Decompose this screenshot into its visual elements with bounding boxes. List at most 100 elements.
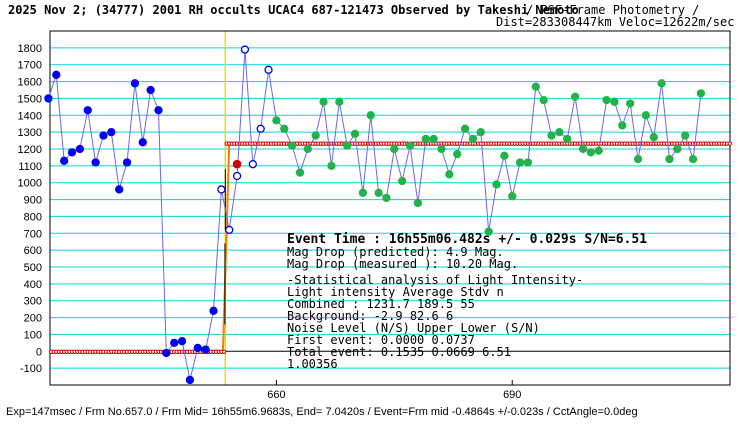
data-point bbox=[225, 225, 234, 235]
data-point bbox=[468, 134, 478, 144]
y-tick-label: 1700 bbox=[18, 60, 42, 72]
y-tick-label: 800 bbox=[24, 211, 42, 223]
data-point bbox=[563, 134, 572, 144]
data-point bbox=[578, 144, 588, 154]
data-point bbox=[523, 158, 533, 167]
data-point bbox=[586, 148, 596, 157]
data-point bbox=[445, 170, 454, 179]
data-point bbox=[681, 131, 690, 140]
data-point bbox=[460, 124, 470, 133]
data-point bbox=[531, 82, 540, 91]
data-point bbox=[154, 106, 163, 115]
data-point bbox=[657, 79, 666, 88]
y-tick-label: 1200 bbox=[18, 144, 42, 156]
total-event-row: Total event: 0.1535 0.0669 6.51 bbox=[287, 345, 511, 359]
y-tick-label: 1000 bbox=[18, 178, 42, 190]
data-point bbox=[358, 188, 368, 197]
data-point bbox=[60, 156, 69, 165]
y-tick-label: 400 bbox=[24, 279, 42, 291]
data-point bbox=[130, 79, 140, 88]
x-tick-label: 660 bbox=[267, 389, 285, 401]
y-tick-label: -100 bbox=[20, 363, 42, 375]
data-point bbox=[303, 144, 312, 154]
data-point bbox=[437, 144, 446, 154]
footer-info: Exp=147msec / Frm No.657.0 / Frm Mid= 16… bbox=[6, 406, 638, 418]
y-tick-label: 1400 bbox=[18, 110, 42, 122]
highlight-point bbox=[232, 159, 242, 169]
data-point bbox=[688, 154, 698, 164]
data-point bbox=[177, 337, 187, 346]
combined-row: Combined : 1231.7 189.5 55 bbox=[287, 297, 475, 311]
data-point bbox=[44, 94, 53, 103]
data-point bbox=[594, 146, 603, 155]
y-tick-label: 1300 bbox=[18, 127, 42, 139]
data-point bbox=[539, 95, 548, 105]
data-point bbox=[429, 134, 438, 144]
data-point bbox=[641, 111, 651, 120]
data-point bbox=[209, 306, 218, 315]
y-tick-label: 300 bbox=[24, 296, 42, 308]
data-point bbox=[287, 141, 297, 150]
data-point bbox=[476, 127, 485, 137]
y-tick-label: 1600 bbox=[18, 77, 42, 89]
data-point bbox=[146, 85, 155, 95]
data-point bbox=[547, 131, 556, 140]
y-tick-label: 700 bbox=[24, 228, 42, 240]
data-point bbox=[201, 345, 210, 354]
data-point bbox=[52, 70, 61, 79]
data-point bbox=[75, 144, 85, 154]
data-point bbox=[673, 144, 682, 154]
data-point bbox=[508, 192, 517, 201]
data-point bbox=[696, 89, 706, 98]
data-point bbox=[240, 45, 250, 54]
data-point bbox=[217, 185, 226, 194]
y-tick-label: 1500 bbox=[18, 93, 42, 105]
data-point bbox=[272, 116, 281, 125]
data-point bbox=[570, 92, 580, 101]
data-point bbox=[256, 124, 265, 133]
stat-analysis-title: -Statistical analysis of Light Intensity… bbox=[287, 273, 583, 287]
data-point bbox=[185, 375, 195, 385]
data-point bbox=[649, 133, 658, 142]
data-point bbox=[280, 124, 289, 133]
data-point bbox=[492, 180, 501, 189]
data-point bbox=[295, 168, 305, 177]
mag-drop-measured-text: Mag Drop (measured ): 10.20 Mag. bbox=[287, 257, 518, 271]
y-tick-label: 200 bbox=[24, 313, 42, 325]
distance-label: Dist=283308447km Veloc=12622m/sec bbox=[496, 15, 735, 29]
data-point bbox=[555, 127, 564, 137]
model-point bbox=[727, 141, 732, 146]
event-time-text: Event Time : 16h55m06.482s +/- 0.029s S/… bbox=[287, 232, 647, 247]
background-row: Background: -2.9 82.6 6 bbox=[287, 309, 453, 323]
data-point bbox=[107, 127, 116, 137]
data-point bbox=[343, 141, 352, 150]
chart-title: 2025 Nov 2; (34777) 2001 RH occults UCAC… bbox=[8, 3, 579, 17]
data-point bbox=[453, 149, 462, 159]
data-point bbox=[500, 151, 509, 160]
data-point bbox=[170, 338, 179, 348]
info-panel: Event Time : 16h55m06.482s +/- 0.029s S/… bbox=[287, 232, 647, 371]
transition-line bbox=[221, 143, 231, 352]
data-point bbox=[382, 193, 391, 203]
y-tick-label: 1800 bbox=[18, 43, 42, 55]
data-point bbox=[311, 131, 320, 140]
data-point bbox=[633, 154, 643, 164]
axes: -100 0 100 200 300 400 500 600 700 800 900 1000 1100… bbox=[18, 30, 731, 401]
data-point bbox=[162, 348, 171, 358]
data-point bbox=[405, 141, 415, 150]
data-point bbox=[232, 171, 242, 181]
mag-drop-predicted-text: Mag Drop (predicted): 4.9 Mag. bbox=[287, 245, 504, 259]
data-point bbox=[374, 188, 383, 197]
data-point bbox=[99, 131, 108, 140]
data-point bbox=[264, 65, 273, 74]
data-point bbox=[484, 227, 493, 236]
data-point bbox=[319, 97, 328, 106]
y-tick-label: 900 bbox=[24, 195, 42, 207]
y-tick-label: 0 bbox=[36, 346, 42, 358]
data-point bbox=[115, 185, 124, 194]
model-point bbox=[221, 349, 227, 354]
data-point bbox=[122, 158, 132, 167]
data-point bbox=[350, 129, 360, 138]
data-point bbox=[618, 121, 627, 130]
